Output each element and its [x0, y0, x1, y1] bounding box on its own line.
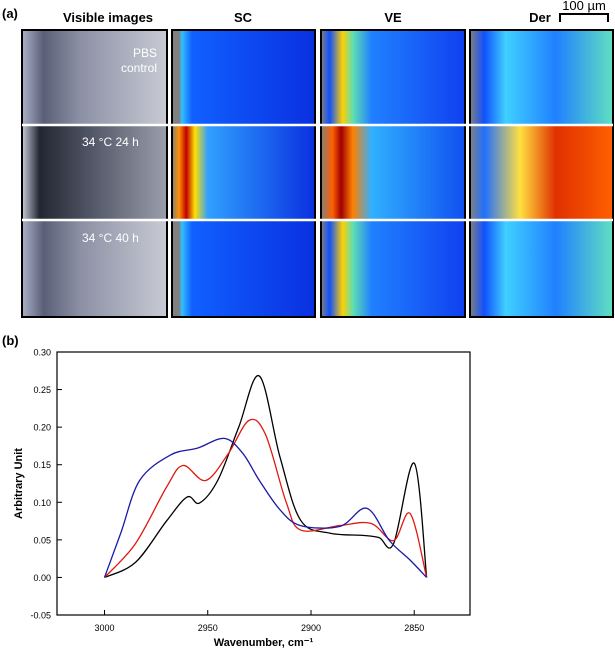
row-label: 34 °C 24 h	[82, 135, 139, 149]
column-header: SC	[234, 10, 253, 25]
plot-frame	[56, 351, 471, 616]
x-tick-label: 3000	[94, 623, 114, 633]
x-tick-label: 2850	[404, 623, 424, 633]
panel-label: (b)	[2, 333, 19, 348]
column-header: VE	[384, 10, 402, 25]
image	[321, 220, 465, 317]
scale-bar	[559, 13, 609, 22]
image	[470, 30, 613, 125]
y-tick-label: -0.05	[30, 611, 51, 621]
image	[22, 125, 167, 220]
image	[470, 125, 613, 220]
y-tick-label: 0.25	[33, 385, 51, 395]
spectrum-line	[104, 418, 428, 578]
x-tick-label: 2900	[301, 623, 321, 633]
row-label: PBS control	[121, 46, 157, 75]
image	[172, 125, 315, 220]
image	[321, 30, 465, 125]
y-tick-label: 0.15	[33, 460, 51, 470]
image	[22, 220, 167, 317]
y-tick-label: 0.30	[33, 348, 51, 358]
y-tick-label: 0.00	[33, 573, 51, 583]
column-header: Der	[529, 10, 551, 25]
y-axis-label: Arbitrary Unit	[13, 448, 25, 519]
image	[470, 220, 613, 317]
image	[172, 30, 315, 125]
y-tick-label: 0.05	[33, 535, 51, 545]
panel-a-images	[21, 13, 614, 318]
image	[172, 220, 315, 317]
y-tick-label: 0.10	[33, 498, 51, 508]
row-label: 34 °C 40 h	[82, 231, 139, 245]
y-tick-label: 0.20	[33, 423, 51, 433]
spectrum-line	[104, 375, 428, 579]
panel-label: (a)	[2, 6, 18, 21]
spectrum-line	[103, 437, 428, 578]
image	[321, 125, 465, 220]
scale-bar-label: 100 µm	[562, 0, 606, 13]
x-axis-label: Wavenumber, cm⁻¹	[214, 637, 314, 649]
image	[22, 30, 167, 125]
column-header: Visible images	[63, 10, 153, 25]
x-tick-label: 2950	[198, 623, 218, 633]
